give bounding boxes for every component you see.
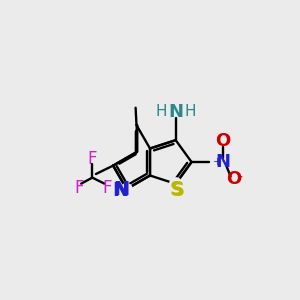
Text: F: F bbox=[103, 179, 112, 197]
Text: N: N bbox=[215, 153, 230, 171]
Text: S: S bbox=[169, 180, 183, 199]
Text: S: S bbox=[171, 181, 185, 200]
Text: H: H bbox=[184, 104, 196, 119]
Text: H: H bbox=[155, 104, 167, 119]
Text: N: N bbox=[113, 180, 129, 199]
Circle shape bbox=[170, 178, 182, 190]
Text: F: F bbox=[74, 179, 84, 197]
Text: O: O bbox=[215, 132, 231, 150]
Text: O: O bbox=[226, 170, 241, 188]
Text: -: - bbox=[238, 171, 243, 185]
Text: F: F bbox=[88, 150, 97, 168]
Text: N: N bbox=[168, 103, 183, 121]
Circle shape bbox=[121, 184, 132, 194]
Text: N: N bbox=[112, 181, 129, 200]
Text: +: + bbox=[213, 157, 222, 167]
